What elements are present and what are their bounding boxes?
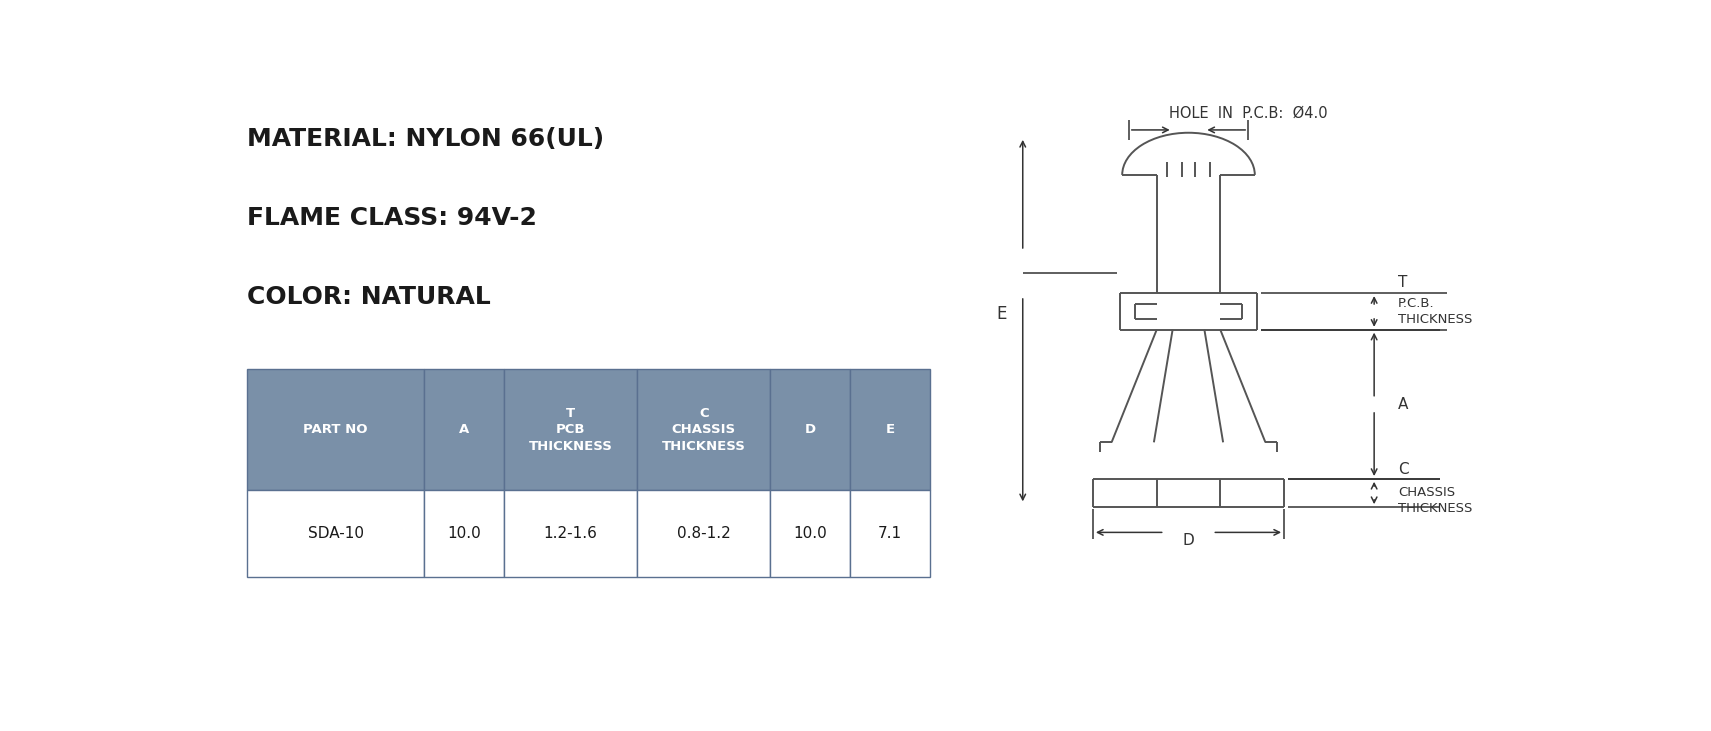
Text: A: A — [459, 423, 469, 436]
Text: P.C.B.
THICKNESS: P.C.B. THICKNESS — [1398, 297, 1473, 326]
Bar — [636, 490, 770, 577]
Bar — [636, 369, 770, 490]
Text: SDA-10: SDA-10 — [308, 526, 364, 541]
Text: 7.1: 7.1 — [878, 526, 902, 541]
Text: COLOR: NATURAL: COLOR: NATURAL — [246, 285, 491, 308]
Text: PART NO: PART NO — [303, 423, 368, 436]
Bar — [770, 369, 850, 490]
Bar — [770, 490, 850, 577]
Text: 0.8-1.2: 0.8-1.2 — [678, 526, 731, 541]
Text: T: T — [1398, 276, 1408, 290]
Text: HOLE  IN  P.C.B:  Ø4.0: HOLE IN P.C.B: Ø4.0 — [1169, 105, 1328, 121]
Text: FLAME CLASS: 94V-2: FLAME CLASS: 94V-2 — [246, 206, 537, 230]
Bar — [505, 369, 636, 490]
Text: 10.0: 10.0 — [448, 526, 481, 541]
Text: MATERIAL: NYLON 66(UL): MATERIAL: NYLON 66(UL) — [246, 127, 604, 151]
Text: D: D — [1182, 533, 1194, 548]
Bar — [424, 490, 505, 577]
Bar — [505, 490, 636, 577]
Text: D: D — [804, 423, 816, 436]
Text: A: A — [1398, 397, 1408, 412]
Text: E: E — [886, 423, 895, 436]
Text: C
CHASSIS
THICKNESS: C CHASSIS THICKNESS — [662, 406, 746, 452]
Text: 10.0: 10.0 — [794, 526, 826, 541]
Text: T
PCB
THICKNESS: T PCB THICKNESS — [529, 406, 613, 452]
Text: CHASSIS
THICKNESS: CHASSIS THICKNESS — [1398, 486, 1473, 515]
Bar — [246, 369, 424, 490]
Bar — [246, 490, 424, 577]
Bar — [850, 490, 931, 577]
Text: C: C — [1398, 462, 1408, 477]
Bar — [424, 369, 505, 490]
Bar — [850, 369, 931, 490]
Text: 1.2-1.6: 1.2-1.6 — [544, 526, 597, 541]
Text: E: E — [996, 306, 1006, 323]
